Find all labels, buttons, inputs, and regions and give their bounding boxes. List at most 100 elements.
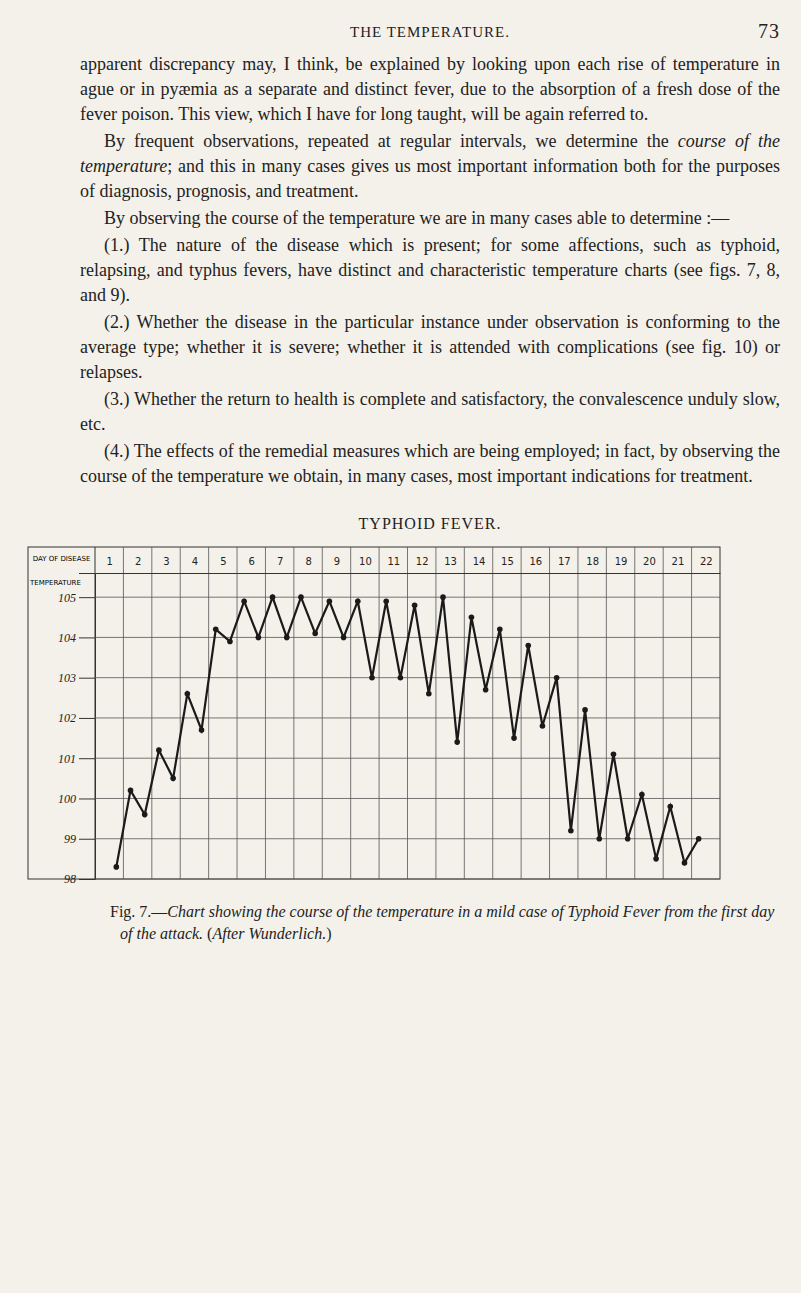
temperature-point — [696, 836, 702, 842]
x-label: DAY OF DISEASE — [33, 555, 91, 563]
paragraph: (4.) The effects of the remedial measure… — [80, 439, 780, 489]
y-axis-line — [79, 574, 96, 880]
y-tick-label: 104 — [58, 631, 76, 645]
y-tick-mark — [79, 678, 95, 679]
temperature-point — [270, 594, 276, 600]
x-tick-label: 10 — [359, 556, 372, 567]
grid-line — [95, 758, 720, 759]
x-tick: 20 — [643, 556, 656, 573]
temperature-point — [625, 836, 631, 842]
grid-line — [95, 717, 720, 718]
plot-area — [114, 594, 702, 869]
x-tick: 8 — [305, 556, 311, 573]
y-tick-mark — [79, 879, 95, 880]
x-tick-label: 22 — [700, 556, 713, 567]
paragraph: (1.) The nature of the disease which is … — [80, 233, 780, 308]
y-label: TEMPERATURE — [29, 579, 81, 587]
temperature-point — [170, 776, 176, 782]
x-tick-label: 9 — [334, 556, 340, 567]
temperature-point — [568, 828, 574, 834]
x-tick: 3 — [163, 556, 169, 573]
temperature-point — [582, 707, 588, 713]
temperature-point — [327, 598, 333, 604]
temperature-point — [355, 598, 361, 604]
y-tick-label: 103 — [58, 671, 76, 685]
y-tick: 103 — [58, 671, 95, 685]
x-tick-label: 18 — [586, 556, 599, 567]
page-number: 73 — [758, 20, 780, 43]
temperature-point — [256, 635, 262, 641]
x-tick-label: 12 — [416, 556, 429, 567]
x-tick: 9 — [334, 556, 340, 573]
y-tick-label: 99 — [64, 832, 76, 846]
y-tick-mark — [79, 718, 95, 719]
paragraph: apparent discrepancy may, I think, be ex… — [80, 52, 780, 127]
temperature-point — [312, 631, 318, 637]
temperature-point — [454, 739, 460, 745]
x-tick: 14 — [473, 556, 486, 573]
temperature-point — [554, 675, 560, 681]
frame — [28, 547, 720, 879]
text-run: By frequent observations, repeated at re… — [104, 131, 678, 151]
x-tick: 16 — [529, 556, 542, 573]
temperature-point — [426, 691, 432, 697]
temperature-point — [185, 691, 191, 697]
x-tick: 21 — [672, 556, 685, 573]
paragraph: (2.) Whether the disease in the particul… — [80, 310, 780, 385]
temperature-point — [398, 675, 404, 681]
x-axis-line — [96, 573, 721, 574]
temperature-point — [369, 675, 375, 681]
x-tick: 1 — [107, 556, 113, 573]
x-tick-label: 13 — [444, 556, 457, 567]
caption-run: After Wunderlich. — [212, 925, 326, 942]
y-tick-mark — [79, 597, 95, 598]
x-tick-label: 20 — [643, 556, 656, 567]
temperature-point — [440, 594, 446, 600]
y-tick-label: 101 — [58, 752, 76, 766]
x-tick-label: 11 — [387, 556, 400, 567]
text-run: apparent discrepancy may, I think, be ex… — [80, 54, 780, 124]
temperature-point — [497, 627, 503, 633]
x-tick: 7 — [277, 556, 283, 573]
y-tick: 101 — [58, 752, 95, 766]
text-run: By observing the course of the temperatu… — [104, 208, 729, 228]
temperature-point — [682, 860, 688, 866]
x-tick: 11 — [387, 556, 400, 573]
x-axis: 12345678910111213141516171819202122 — [96, 556, 721, 574]
text-run: (2.) Whether the disease in the particul… — [80, 312, 780, 382]
temperature-line — [116, 597, 698, 867]
x-tick: 22 — [700, 556, 713, 573]
text-run: (3.) Whether the return to health is com… — [80, 389, 780, 434]
x-tick: 6 — [249, 556, 255, 573]
y-tick: 100 — [58, 792, 95, 806]
paragraph: (3.) Whether the return to health is com… — [80, 387, 780, 437]
y-tick-mark — [79, 798, 95, 799]
text-run: ; and this in many cases gives us most i… — [80, 156, 780, 201]
temperature-point — [639, 792, 645, 798]
y-tick-label: 105 — [58, 590, 76, 604]
temperature-point — [525, 643, 531, 649]
text-run: (4.) The effects of the remedial measure… — [80, 441, 780, 486]
temperature-point — [667, 804, 673, 810]
header-title: THE TEMPERATURE. — [80, 24, 780, 41]
caption-run: ( — [203, 925, 212, 942]
y-tick: 98 — [64, 872, 95, 886]
temperature-point — [142, 812, 148, 818]
temperature-point — [227, 639, 233, 645]
grid — [95, 597, 720, 879]
y-tick: 104 — [58, 631, 95, 645]
temperature-point — [596, 836, 602, 842]
x-tick: 4 — [192, 556, 198, 573]
caption-run: ) — [326, 925, 331, 942]
running-header: THE TEMPERATURE.73 — [80, 18, 780, 52]
x-tick: 10 — [359, 556, 372, 573]
chart-title: TYPHOID FEVER. — [80, 515, 780, 533]
y-tick-label: 100 — [58, 792, 76, 806]
temperature-point — [611, 751, 617, 757]
chart: DAY OF DISEASETEMPERATURE123456789101112… — [0, 543, 801, 893]
x-tick: 15 — [501, 556, 514, 573]
x-tick-label: 14 — [473, 556, 486, 567]
grid-line — [95, 677, 720, 678]
x-tick-label: 7 — [277, 556, 283, 567]
x-tick-label: 1 — [107, 556, 113, 567]
